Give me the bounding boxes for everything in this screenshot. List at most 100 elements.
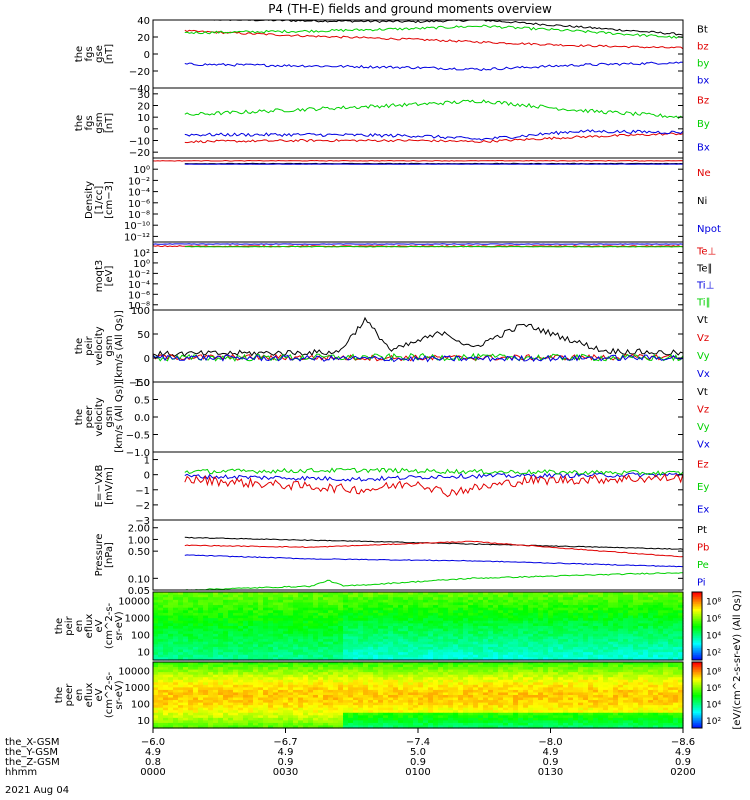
heatmap-cell xyxy=(443,633,449,638)
heatmap-cell xyxy=(583,646,589,651)
heatmap-cell xyxy=(218,672,224,676)
heatmap-cell xyxy=(398,633,404,638)
heatmap-cell xyxy=(363,615,369,619)
heatmap-cell xyxy=(613,639,619,643)
heatmap-cell xyxy=(283,707,289,711)
heatmap-cell xyxy=(418,612,424,617)
heatmap-cell xyxy=(663,597,669,601)
heatmap-cell xyxy=(323,677,329,681)
heatmap-cell xyxy=(418,610,424,614)
heatmap-cell xyxy=(223,641,229,645)
heatmap-cell xyxy=(358,639,364,643)
heatmap-cell xyxy=(328,687,334,691)
heatmap-cell xyxy=(238,636,244,640)
heatmap-cell xyxy=(493,687,499,691)
heatmap-cell xyxy=(518,654,524,658)
heatmap-cell xyxy=(298,672,304,676)
heatmap-cell xyxy=(348,646,354,651)
heatmap-cell xyxy=(563,641,569,645)
heatmap-cell xyxy=(158,597,164,601)
heatmap-cell xyxy=(583,679,589,683)
heatmap-cell xyxy=(188,646,194,651)
heatmap-cell xyxy=(638,677,644,681)
heatmap-cell xyxy=(318,667,324,671)
heatmap-cell xyxy=(558,679,564,683)
heatmap-cell xyxy=(388,644,394,648)
heatmap-cell xyxy=(563,679,569,683)
heatmap-cell xyxy=(518,669,524,673)
heatmap-cell xyxy=(573,602,579,606)
heatmap-cell xyxy=(343,652,349,656)
heatmap-cell xyxy=(523,674,529,678)
heatmap-cell xyxy=(203,620,209,624)
heatmap-cell xyxy=(213,700,219,704)
heatmap-cell xyxy=(593,684,599,688)
heatmap-cell xyxy=(208,626,214,630)
heatmap-cell xyxy=(383,618,389,622)
heatmap-cell xyxy=(403,610,409,614)
heatmap-cell xyxy=(213,657,219,661)
heatmap-cell xyxy=(228,592,234,596)
heatmap-cell xyxy=(253,610,259,614)
heatmap-cell xyxy=(423,677,429,681)
heatmap-cell xyxy=(508,664,514,668)
heatmap-cell xyxy=(648,605,654,609)
heatmap-cell xyxy=(398,628,404,632)
heatmap-cell xyxy=(213,594,219,598)
heatmap-cell xyxy=(383,689,389,694)
heatmap-cell xyxy=(603,664,609,668)
heatmap-cell xyxy=(263,657,269,661)
heatmap-cell xyxy=(323,602,329,606)
heatmap-cell xyxy=(368,599,374,604)
heatmap-cell xyxy=(593,631,599,635)
heatmap-cell xyxy=(283,667,289,671)
series-line-ne xyxy=(153,159,683,162)
heatmap-cell xyxy=(468,697,474,701)
heatmap-cell xyxy=(398,692,404,696)
heatmap-cell xyxy=(668,602,674,606)
heatmap-cell xyxy=(538,605,544,609)
heatmap-cell xyxy=(613,610,619,614)
heatmap-cell xyxy=(263,633,269,638)
heatmap-cell xyxy=(438,677,444,681)
heatmap-cell xyxy=(618,633,624,638)
panel-frame xyxy=(152,87,684,159)
heatmap-cell xyxy=(338,662,344,666)
heatmap-cell xyxy=(518,672,524,676)
heatmap-cell xyxy=(333,628,339,632)
heatmap-cell xyxy=(223,631,229,635)
heatmap-cell xyxy=(533,620,539,624)
heatmap-cell xyxy=(328,695,334,699)
heatmap-cell xyxy=(333,702,339,706)
heatmap-cell xyxy=(173,615,179,619)
heatmap-cell xyxy=(663,652,669,656)
heatmap-cell xyxy=(203,597,209,601)
heatmap-cell xyxy=(283,695,289,699)
heatmap-cell xyxy=(453,700,459,704)
heatmap-cell xyxy=(363,597,369,601)
heatmap-cell xyxy=(638,631,644,635)
heatmap-cell xyxy=(318,636,324,640)
heatmap-cell xyxy=(623,599,629,604)
heatmap-cell xyxy=(203,594,209,598)
heatmap-cell xyxy=(573,705,579,709)
heatmap-cell xyxy=(153,594,159,598)
heatmap-cell xyxy=(618,626,624,630)
heatmap-cell xyxy=(243,664,249,668)
heatmap-cell xyxy=(243,672,249,676)
heatmap-cell xyxy=(183,707,189,711)
heatmap-cell xyxy=(343,682,349,686)
heatmap-cell xyxy=(448,618,454,622)
heatmap-cell xyxy=(343,612,349,617)
heatmap-cell xyxy=(233,679,239,683)
heatmap-cell xyxy=(578,674,584,678)
heatmap-cell xyxy=(168,689,174,694)
heatmap-cell xyxy=(368,705,374,709)
heatmap-cell xyxy=(668,599,674,604)
heatmap-cell xyxy=(543,667,549,671)
heatmap-cell xyxy=(413,626,419,630)
heatmap-cell xyxy=(533,700,539,704)
heatmap-cell xyxy=(448,646,454,651)
heatmap-cell xyxy=(153,682,159,686)
